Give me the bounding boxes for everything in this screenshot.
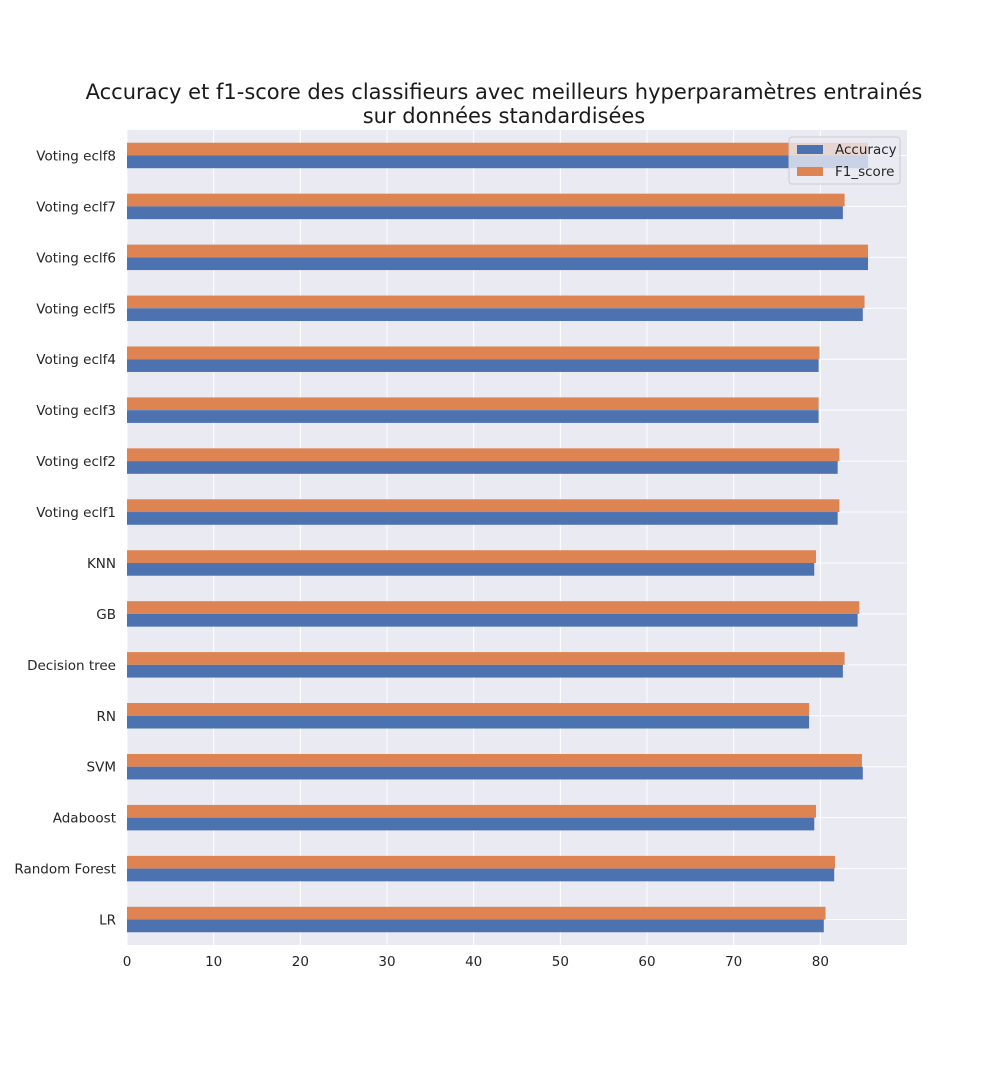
bar-f1-score — [127, 550, 816, 563]
bar-f1-score — [127, 346, 820, 360]
bar-accuracy — [127, 613, 858, 627]
y-tick-label: Voting eclf1 — [36, 505, 116, 521]
x-tick-label: 70 — [725, 954, 742, 970]
y-tick-label: Voting eclf5 — [36, 301, 116, 317]
x-tick-label: 50 — [552, 954, 569, 970]
bar-f1-score — [127, 652, 845, 665]
bar-accuracy — [127, 919, 824, 933]
y-tick-labels: LR Random Forest Adaboost SVM RN Decision tre… — [14, 148, 116, 928]
bar-f1-score — [127, 753, 862, 767]
bar-accuracy — [127, 155, 868, 169]
legend-label: Accuracy — [835, 142, 897, 158]
y-tick-label: GB — [96, 607, 116, 623]
x-tick-label: 60 — [638, 954, 655, 970]
bar-f1-score — [127, 244, 868, 258]
legend-label: F1_score — [835, 164, 894, 180]
bar-accuracy — [127, 512, 838, 525]
bar-accuracy — [127, 206, 843, 220]
legend-swatch — [797, 167, 823, 176]
y-tick-label: Decision tree — [27, 658, 116, 674]
y-tick-label: RN — [97, 709, 116, 725]
bar-accuracy — [127, 868, 835, 882]
y-tick-label: Random Forest — [14, 862, 116, 878]
bar-f1-score — [127, 499, 840, 513]
x-tick-label: 30 — [378, 954, 395, 970]
chart-title-line-1: Accuracy et f1-score des classifieurs av… — [85, 80, 923, 104]
x-tick-label: 40 — [465, 954, 482, 970]
bar-accuracy — [127, 308, 863, 322]
legend: Accuracy F1_score — [788, 136, 901, 185]
bar-f1-score — [127, 193, 845, 207]
x-tick-label: 20 — [292, 954, 309, 970]
y-tick-label: Voting eclf6 — [36, 250, 116, 266]
y-tick-label: KNN — [87, 556, 116, 572]
bar-accuracy — [127, 562, 815, 576]
y-tick-label: Voting eclf8 — [36, 148, 116, 164]
bar-accuracy — [127, 257, 868, 271]
legend-swatch — [797, 145, 823, 154]
x-tick-label: 80 — [812, 954, 829, 970]
x-tick-labels: 0 10 20 30 40 50 60 70 80 — [123, 954, 829, 970]
bar-f1-score — [127, 142, 868, 156]
y-tick-label: Voting eclf3 — [36, 403, 116, 419]
y-tick-label: Voting eclf4 — [36, 352, 116, 368]
bar-accuracy — [127, 410, 819, 423]
y-tick-label: Voting eclf2 — [36, 454, 116, 470]
bar-f1-score — [127, 703, 810, 716]
y-tick-label: Adaboost — [53, 811, 116, 827]
bar-accuracy — [127, 664, 843, 678]
bar-f1-score — [127, 601, 860, 614]
bar-accuracy — [127, 766, 863, 780]
chart-title-line-2: sur données standardisées — [362, 104, 646, 128]
bar-f1-score — [127, 448, 840, 462]
bar-f1-score — [127, 804, 816, 818]
x-tick-label: 10 — [205, 954, 222, 970]
bar-accuracy — [127, 461, 838, 474]
x-tick-label: 0 — [123, 954, 132, 970]
bars — [127, 142, 868, 933]
y-tick-label: Voting eclf7 — [36, 199, 116, 215]
bar-accuracy — [127, 715, 810, 729]
bar-accuracy — [127, 817, 815, 831]
bar-f1-score — [127, 906, 826, 920]
y-tick-label: SVM — [87, 760, 116, 776]
bar-f1-score — [127, 855, 836, 869]
bar-f1-score — [127, 397, 819, 411]
y-tick-label: LR — [99, 913, 116, 929]
bar-f1-score — [127, 295, 865, 309]
bar-accuracy — [127, 359, 819, 372]
